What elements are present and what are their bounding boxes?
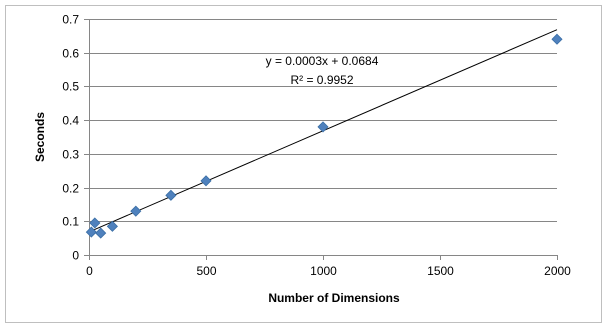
labels: Number of Dimensions Seconds y = 0.0003x… xyxy=(33,54,400,305)
data-point xyxy=(85,226,97,238)
y-tick-label: 0.6 xyxy=(62,47,79,61)
x-tick-label: 500 xyxy=(196,264,216,278)
y-tick-label: 0.7 xyxy=(62,13,79,27)
data-points xyxy=(85,33,563,239)
data-point xyxy=(200,175,212,187)
data-point xyxy=(106,220,118,232)
y-tick-label: 0.5 xyxy=(62,80,79,94)
data-point xyxy=(165,189,177,201)
chart-border xyxy=(5,5,602,323)
y-tick-label: 0.1 xyxy=(62,215,79,229)
y-tick-label: 0.2 xyxy=(62,182,79,196)
data-point xyxy=(130,205,142,217)
y-axis-label: Seconds xyxy=(33,112,47,162)
data-point xyxy=(95,227,107,239)
x-tick-label: 1500 xyxy=(427,264,454,278)
data-point xyxy=(551,33,563,45)
axes: 0 0.1 0.2 0.3 0.4 0.5 0.6 0.7 0 500 1000 1500 2000 xyxy=(62,13,571,279)
x-axis-label: Number of Dimensions xyxy=(268,291,400,305)
data-point xyxy=(317,121,329,133)
data-point xyxy=(89,217,101,229)
trendline-r-squared: R² = 0.9952 xyxy=(290,73,353,87)
y-tick-label: 0.4 xyxy=(62,114,79,128)
x-tick-label: 0 xyxy=(86,264,93,278)
y-tick-label: 0 xyxy=(72,249,79,263)
x-tick-label: 2000 xyxy=(544,264,571,278)
gridlines xyxy=(89,19,557,222)
y-tick-label: 0.3 xyxy=(62,148,79,162)
x-tick-label: 1000 xyxy=(310,264,337,278)
trendline-equation: y = 0.0003x + 0.0684 xyxy=(266,54,379,68)
